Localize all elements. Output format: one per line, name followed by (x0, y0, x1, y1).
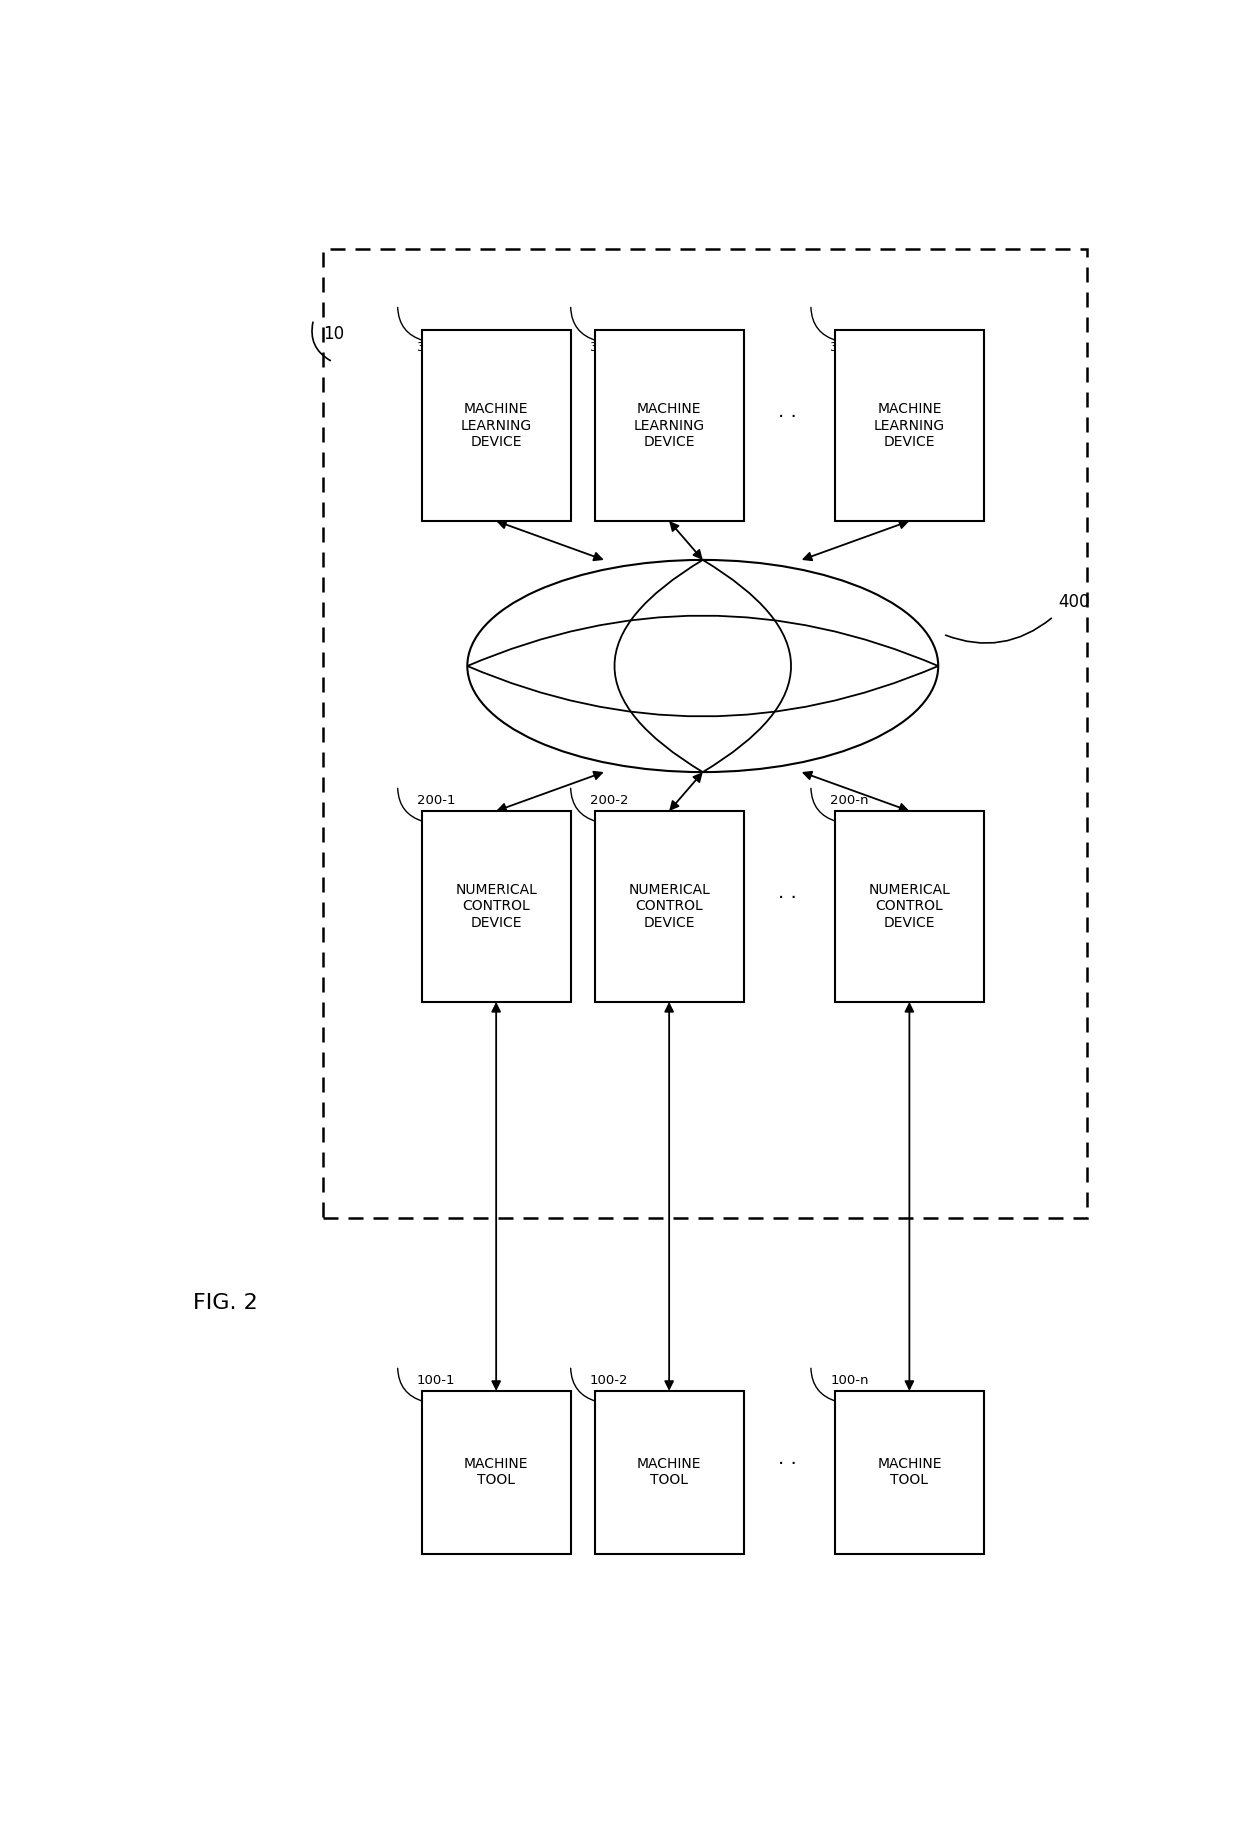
Text: . .: . . (777, 402, 797, 421)
Bar (835, 331, 983, 522)
Text: 100-1: 100-1 (417, 1374, 455, 1387)
Bar (595, 810, 744, 1001)
Text: 100-n: 100-n (830, 1374, 868, 1387)
Text: 300-1: 300-1 (417, 342, 455, 355)
Bar (595, 331, 744, 522)
Text: NUMERICAL
CONTROL
DEVICE: NUMERICAL CONTROL DEVICE (868, 884, 950, 930)
Ellipse shape (467, 560, 939, 772)
Text: MACHINE
LEARNING
DEVICE: MACHINE LEARNING DEVICE (874, 402, 945, 448)
Text: FIG. 2: FIG. 2 (193, 1293, 258, 1312)
Text: MACHINE
TOOL: MACHINE TOOL (877, 1457, 941, 1488)
Bar (422, 331, 570, 522)
Text: NUMERICAL
CONTROL
DEVICE: NUMERICAL CONTROL DEVICE (629, 884, 711, 930)
Text: MACHINE
LEARNING
DEVICE: MACHINE LEARNING DEVICE (460, 402, 532, 448)
Bar (835, 810, 983, 1001)
Text: 200-2: 200-2 (590, 794, 629, 806)
Text: 400: 400 (1059, 593, 1090, 612)
Text: 10: 10 (324, 325, 345, 342)
Text: MACHINE
LEARNING
DEVICE: MACHINE LEARNING DEVICE (634, 402, 704, 448)
Text: 300-2: 300-2 (590, 342, 629, 355)
Text: . .: . . (777, 1449, 797, 1468)
Bar (835, 1391, 983, 1554)
Bar (422, 810, 570, 1001)
Text: 200-1: 200-1 (417, 794, 455, 806)
Text: . .: . . (777, 884, 797, 902)
Text: 300-n: 300-n (830, 342, 868, 355)
Bar (324, 248, 1087, 1218)
Bar (595, 1391, 744, 1554)
Bar (422, 1391, 570, 1554)
Text: MACHINE
TOOL: MACHINE TOOL (464, 1457, 528, 1488)
Text: 200-n: 200-n (830, 794, 868, 806)
Text: NUMERICAL
CONTROL
DEVICE: NUMERICAL CONTROL DEVICE (455, 884, 537, 930)
Text: MACHINE
TOOL: MACHINE TOOL (637, 1457, 702, 1488)
Text: 100-2: 100-2 (590, 1374, 629, 1387)
